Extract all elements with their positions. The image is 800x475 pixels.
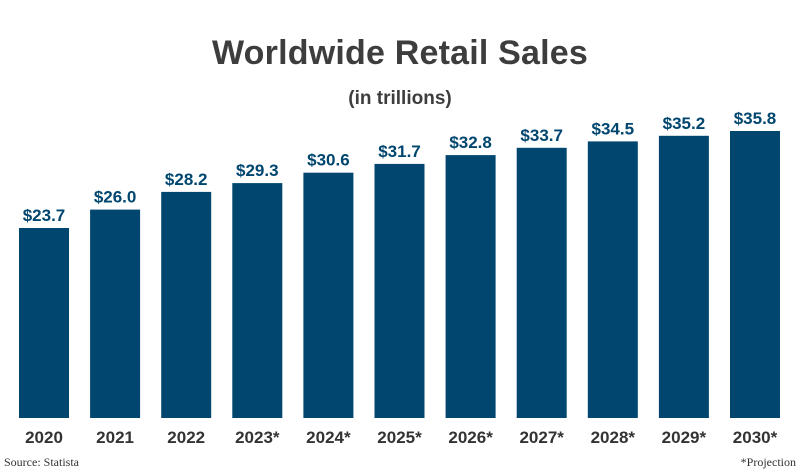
value-label-2027*: $33.7 bbox=[520, 126, 563, 145]
value-label-2029*: $35.2 bbox=[663, 114, 706, 133]
value-label-2023*: $29.3 bbox=[236, 161, 279, 180]
category-label-2030*: 2030* bbox=[733, 428, 778, 447]
category-label-2025*: 2025* bbox=[377, 428, 422, 447]
chart-title: Worldwide Retail Sales bbox=[212, 34, 588, 72]
bar-2024* bbox=[303, 172, 354, 418]
category-label-2026*: 2026* bbox=[448, 428, 493, 447]
source-note: Source: Statista bbox=[4, 455, 79, 469]
value-label-2021: $26.0 bbox=[94, 188, 137, 207]
value-label-2020: $23.7 bbox=[23, 206, 66, 225]
category-label-2022: 2022 bbox=[167, 428, 205, 447]
value-label-2025*: $31.7 bbox=[378, 142, 421, 161]
category-label-2028*: 2028* bbox=[591, 428, 636, 447]
category-label-2021: 2021 bbox=[96, 428, 134, 447]
bar-2027* bbox=[516, 147, 567, 419]
chart-subtitle: (in trillions) bbox=[348, 88, 452, 109]
bar-2021 bbox=[90, 209, 141, 418]
value-label-2028*: $34.5 bbox=[592, 119, 635, 138]
bar-2028* bbox=[587, 141, 638, 418]
value-label-2026*: $32.8 bbox=[449, 133, 492, 152]
bar-2030* bbox=[730, 131, 780, 418]
category-label-2029*: 2029* bbox=[662, 428, 707, 447]
bar-2023* bbox=[232, 183, 283, 418]
category-label-2023*: 2023* bbox=[235, 428, 280, 447]
value-label-2030*: $35.8 bbox=[734, 109, 777, 128]
projection-note: *Projection bbox=[740, 455, 796, 469]
bar-2020 bbox=[19, 228, 69, 418]
value-label-2022: $28.2 bbox=[165, 170, 208, 189]
bar-2025* bbox=[374, 163, 425, 418]
category-label-2024*: 2024* bbox=[306, 428, 351, 447]
category-label-2027*: 2027* bbox=[519, 428, 564, 447]
bar-2026* bbox=[445, 155, 496, 418]
category-label-2020: 2020 bbox=[25, 428, 63, 447]
value-label-2024*: $30.6 bbox=[307, 151, 350, 170]
bar-2029* bbox=[658, 135, 709, 419]
bar-2022 bbox=[161, 191, 212, 418]
